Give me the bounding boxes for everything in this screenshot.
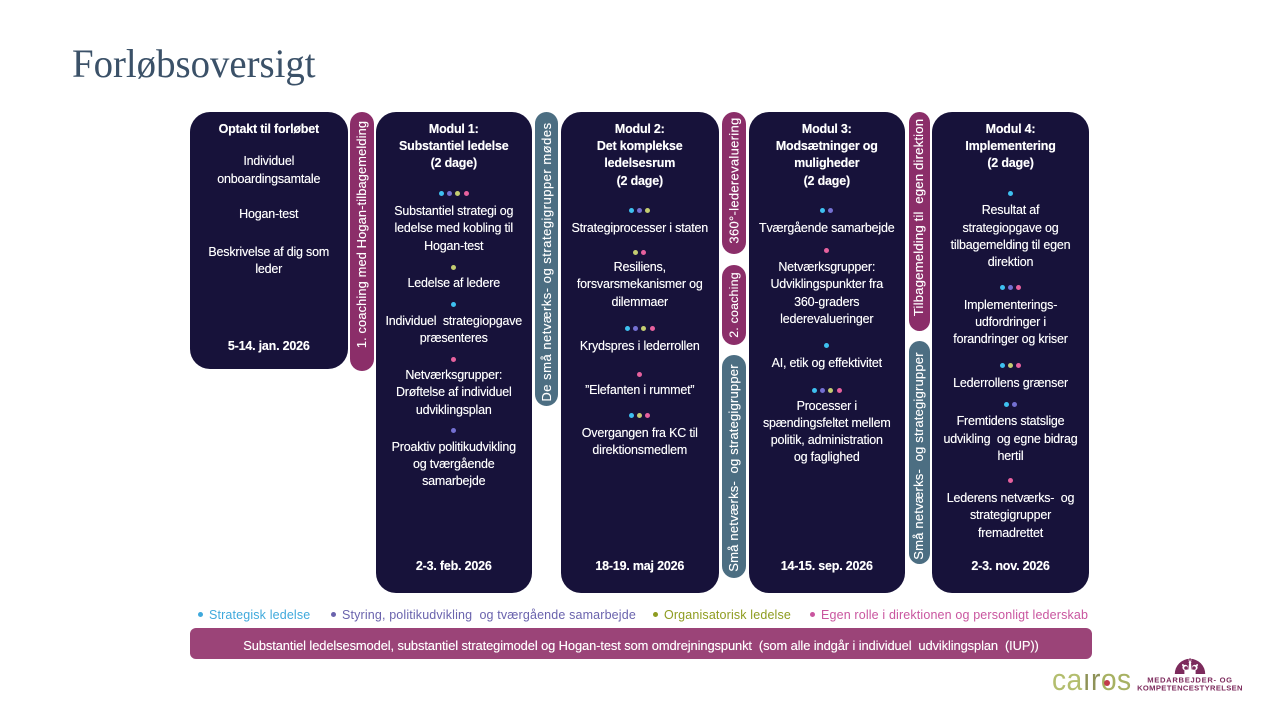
svg-text:MEDARBEJDER- OG: MEDARBEJDER- OG [1147, 675, 1233, 684]
svg-text:KOMPETENCESTYRELSEN: KOMPETENCESTYRELSEN [1137, 684, 1243, 693]
